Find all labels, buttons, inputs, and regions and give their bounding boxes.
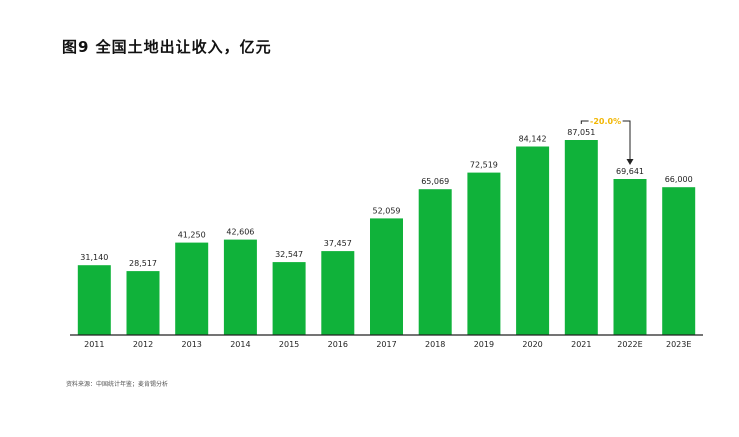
- bar-2014: [223, 239, 257, 335]
- value-label-2017: 52,059: [373, 206, 401, 215]
- x-tick-label-2013: 2013: [182, 340, 202, 349]
- change-label: -20.0%: [590, 117, 621, 126]
- x-tick-label-2019: 2019: [474, 340, 494, 349]
- x-tick-label-2012: 2012: [133, 340, 153, 349]
- bar-2018: [418, 189, 452, 335]
- bar-2019: [467, 172, 501, 335]
- x-tick-label-2018: 2018: [425, 340, 445, 349]
- bar-2016: [321, 251, 355, 335]
- x-tick-label-2015: 2015: [279, 340, 299, 349]
- x-tick-label-2014: 2014: [230, 340, 250, 349]
- x-tick-label-2022E: 2022E: [617, 340, 642, 349]
- change-label-background: [588, 115, 623, 127]
- x-tick-label-2023E: 2023E: [666, 340, 691, 349]
- bar-2022E: [613, 179, 647, 335]
- bar-2015: [272, 262, 306, 335]
- value-label-2018: 65,069: [421, 177, 449, 186]
- value-label-2016: 37,457: [324, 239, 352, 248]
- value-label-2022E: 69,641: [616, 167, 644, 176]
- value-label-2011: 31,140: [80, 253, 108, 262]
- change-arrowhead: [626, 159, 634, 165]
- bar-2020: [516, 146, 550, 335]
- chart-title: 图9 全国土地出让收入，亿元: [62, 38, 272, 56]
- x-tick-label-2021: 2021: [571, 340, 591, 349]
- value-label-2020: 84,142: [519, 135, 547, 144]
- value-label-2019: 72,519: [470, 161, 498, 170]
- bar-2011: [77, 265, 111, 335]
- bar-2017: [370, 218, 403, 335]
- bar-2013: [175, 242, 209, 335]
- value-label-2013: 41,250: [178, 231, 206, 240]
- bar-2023E: [662, 187, 696, 335]
- value-label-2015: 32,547: [275, 250, 303, 259]
- x-tick-label-2020: 2020: [522, 340, 542, 349]
- x-tick-label-2016: 2016: [328, 340, 348, 349]
- x-tick-label-2017: 2017: [376, 340, 396, 349]
- bar-2021: [564, 140, 598, 335]
- x-tick-label-2011: 2011: [84, 340, 104, 349]
- value-label-2023E: 66,000: [665, 175, 693, 184]
- value-label-2014: 42,606: [226, 228, 254, 237]
- value-label-2021: 87,051: [567, 128, 595, 137]
- bar-2012: [126, 271, 160, 335]
- value-label-2012: 28,517: [129, 259, 157, 268]
- source-note: 资料来源：中国统计年鉴；麦肯锡分析: [66, 381, 169, 388]
